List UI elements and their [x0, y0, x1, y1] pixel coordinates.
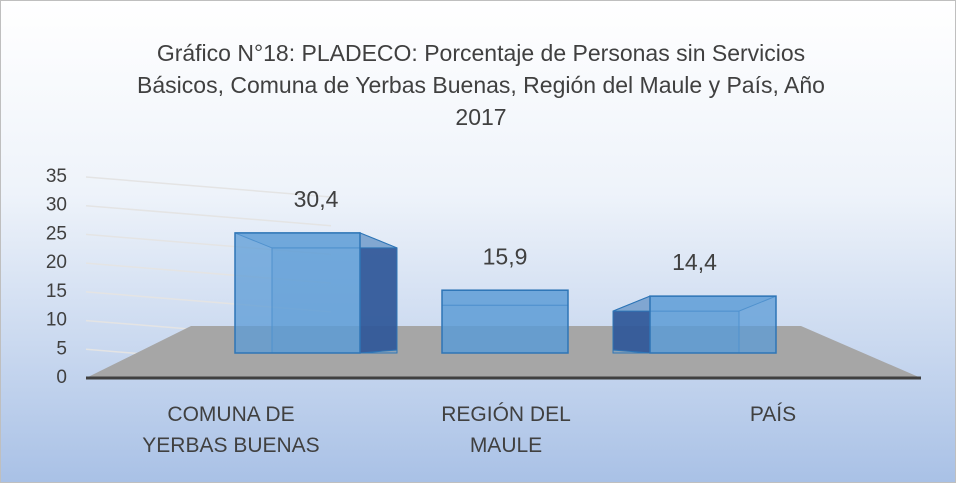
chart-title: Gráfico N°18: PLADECO: Porcentaje de Per…: [137, 40, 825, 130]
grid-line: [85, 176, 332, 198]
y-tick-label: 20: [46, 252, 67, 273]
value-label: 14,4: [672, 249, 717, 275]
bar: [234, 232, 361, 354]
y-tick-label: 35: [46, 166, 67, 187]
y-tick-label: 5: [56, 338, 67, 359]
x-tick-label: REGIÓN DEL MAULE: [441, 403, 571, 457]
x-tick-label: COMUNA DE YERBAS BUENAS: [142, 403, 320, 457]
bar-side: [359, 232, 398, 354]
value-label: 15,9: [483, 243, 528, 269]
grid-line: [85, 204, 332, 227]
x-tick-label: PAÍS: [749, 403, 797, 426]
bar: [441, 289, 569, 354]
value-label: 30,4: [294, 186, 339, 212]
y-tick-label: 15: [46, 281, 67, 302]
y-tick-label: 10: [46, 310, 67, 331]
y-tick-label: 25: [46, 223, 67, 244]
y-tick-label: 0: [56, 367, 67, 388]
y-tick-label: 30: [46, 195, 67, 216]
bar: [649, 295, 777, 354]
